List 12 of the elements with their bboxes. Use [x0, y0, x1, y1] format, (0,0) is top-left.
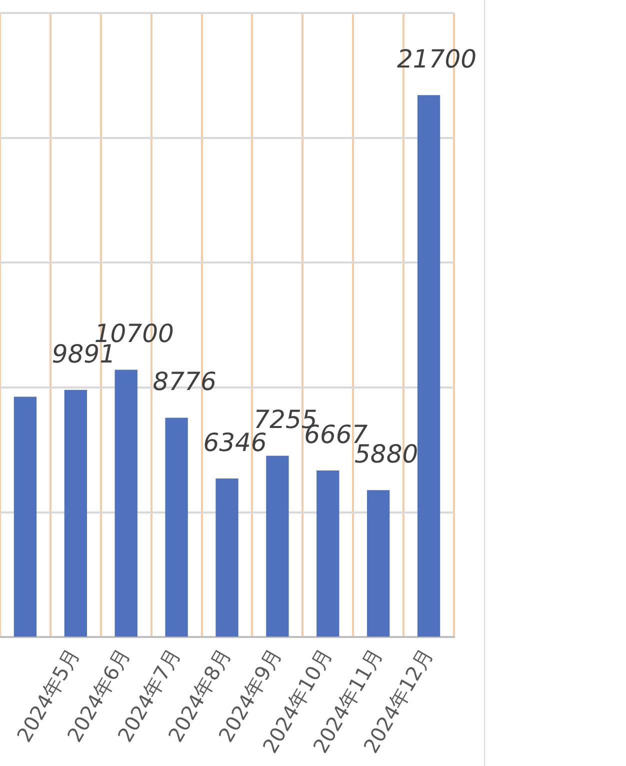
bar [216, 478, 238, 637]
data-label: 8776 [152, 367, 216, 396]
data-label: 6346 [203, 428, 267, 457]
bar [14, 396, 37, 637]
bar [64, 390, 87, 637]
bar [114, 370, 138, 637]
bar [266, 456, 289, 637]
bar [165, 418, 188, 637]
bar [417, 95, 440, 637]
data-label: 21700 [397, 44, 477, 74]
bar [316, 470, 340, 637]
bar [367, 490, 390, 637]
